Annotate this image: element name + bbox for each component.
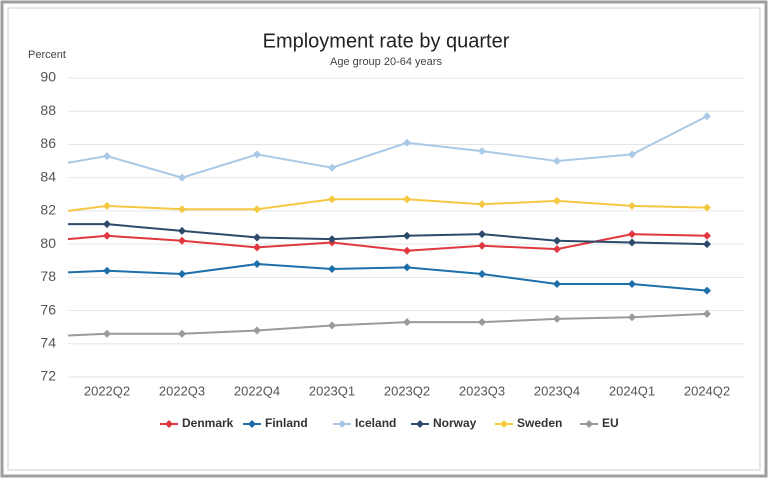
- x-tick-label: 2023Q2: [384, 383, 430, 398]
- point-marker: [478, 147, 486, 156]
- x-tick-label: 2023Q3: [459, 383, 505, 398]
- chart-subtitle: Age group 20-64 years: [330, 56, 442, 68]
- point-marker: [178, 270, 186, 279]
- point-marker: [178, 226, 186, 235]
- x-tick-label: 2022Q4: [234, 383, 280, 398]
- point-marker: [328, 265, 336, 274]
- point-marker: [553, 314, 561, 323]
- x-tick-label: 2024Q1: [609, 383, 655, 398]
- point-marker: [703, 240, 711, 249]
- point-marker: [103, 329, 111, 338]
- y-tick-label: 82: [40, 202, 56, 218]
- chart-title: Employment rate by quarter: [263, 30, 510, 52]
- point-marker: [103, 220, 111, 229]
- point-marker: [328, 321, 336, 330]
- point-marker: [253, 205, 261, 214]
- point-marker: [553, 236, 561, 245]
- point-marker: [703, 112, 711, 121]
- x-tick-label: 2022Q3: [159, 383, 205, 398]
- point-marker: [703, 309, 711, 318]
- y-tick-label: 78: [40, 268, 56, 284]
- point-marker: [553, 279, 561, 288]
- point-marker: [478, 241, 486, 250]
- point-marker: [328, 195, 336, 204]
- x-tick-label: 2023Q4: [534, 383, 580, 398]
- inner-frame: [7, 7, 761, 471]
- legend-marker: [500, 420, 508, 428]
- y-tick-label: 90: [40, 69, 56, 85]
- point-marker: [478, 270, 486, 279]
- point-marker: [403, 318, 411, 327]
- point-marker: [103, 201, 111, 210]
- point-marker: [178, 329, 186, 338]
- point-marker: [253, 326, 261, 335]
- point-marker: [103, 231, 111, 240]
- series-line: [67, 263, 708, 292]
- point-marker: [328, 235, 336, 244]
- point-marker: [628, 313, 636, 322]
- point-marker: [328, 163, 336, 172]
- y-tick-label: 72: [40, 368, 56, 384]
- point-marker: [103, 266, 111, 275]
- point-marker: [478, 200, 486, 209]
- legend-label: Finland: [265, 416, 308, 430]
- point-marker: [178, 236, 186, 245]
- point-marker: [553, 245, 561, 254]
- point-marker: [403, 138, 411, 147]
- legend-label: Iceland: [355, 416, 396, 430]
- point-marker: [103, 152, 111, 161]
- point-marker: [253, 233, 261, 242]
- x-tick-label: 2024Q2: [684, 383, 730, 398]
- point-marker: [253, 260, 261, 269]
- point-marker: [403, 231, 411, 240]
- point-marker: [553, 196, 561, 205]
- point-marker: [703, 203, 711, 212]
- legend-marker: [248, 420, 256, 428]
- series-line: [67, 198, 708, 212]
- legend-label: EU: [602, 416, 619, 430]
- y-tick-label: 84: [40, 168, 56, 184]
- legend-label: Sweden: [517, 416, 562, 430]
- y-tick-label: 80: [40, 235, 56, 251]
- point-marker: [628, 150, 636, 159]
- y-axis-label: Percent: [28, 49, 66, 61]
- point-marker: [403, 246, 411, 255]
- series-line: [67, 312, 708, 337]
- y-tick-label: 86: [40, 135, 56, 151]
- x-tick-label: 2023Q1: [309, 383, 355, 398]
- point-marker: [403, 263, 411, 272]
- x-tick-label: 2022Q2: [84, 383, 130, 398]
- y-tick-label: 76: [40, 301, 56, 317]
- legend-marker: [165, 420, 173, 428]
- point-marker: [478, 230, 486, 239]
- point-marker: [178, 173, 186, 182]
- y-tick-label: 88: [40, 102, 56, 118]
- legend-marker: [585, 420, 593, 428]
- legend-marker: [416, 420, 424, 428]
- legend-label: Norway: [433, 416, 477, 430]
- point-marker: [628, 238, 636, 247]
- point-marker: [703, 231, 711, 240]
- point-marker: [403, 195, 411, 204]
- point-marker: [178, 205, 186, 214]
- series-line: [67, 115, 708, 179]
- legend-label: Denmark: [182, 416, 234, 430]
- series-line: [68, 223, 708, 246]
- point-marker: [628, 201, 636, 210]
- point-marker: [253, 243, 261, 252]
- point-marker: [628, 230, 636, 239]
- point-marker: [553, 157, 561, 166]
- legend-marker: [338, 420, 346, 428]
- y-tick-label: 74: [40, 334, 56, 350]
- point-marker: [478, 318, 486, 327]
- point-marker: [628, 279, 636, 288]
- point-marker: [253, 150, 261, 159]
- point-marker: [703, 286, 711, 295]
